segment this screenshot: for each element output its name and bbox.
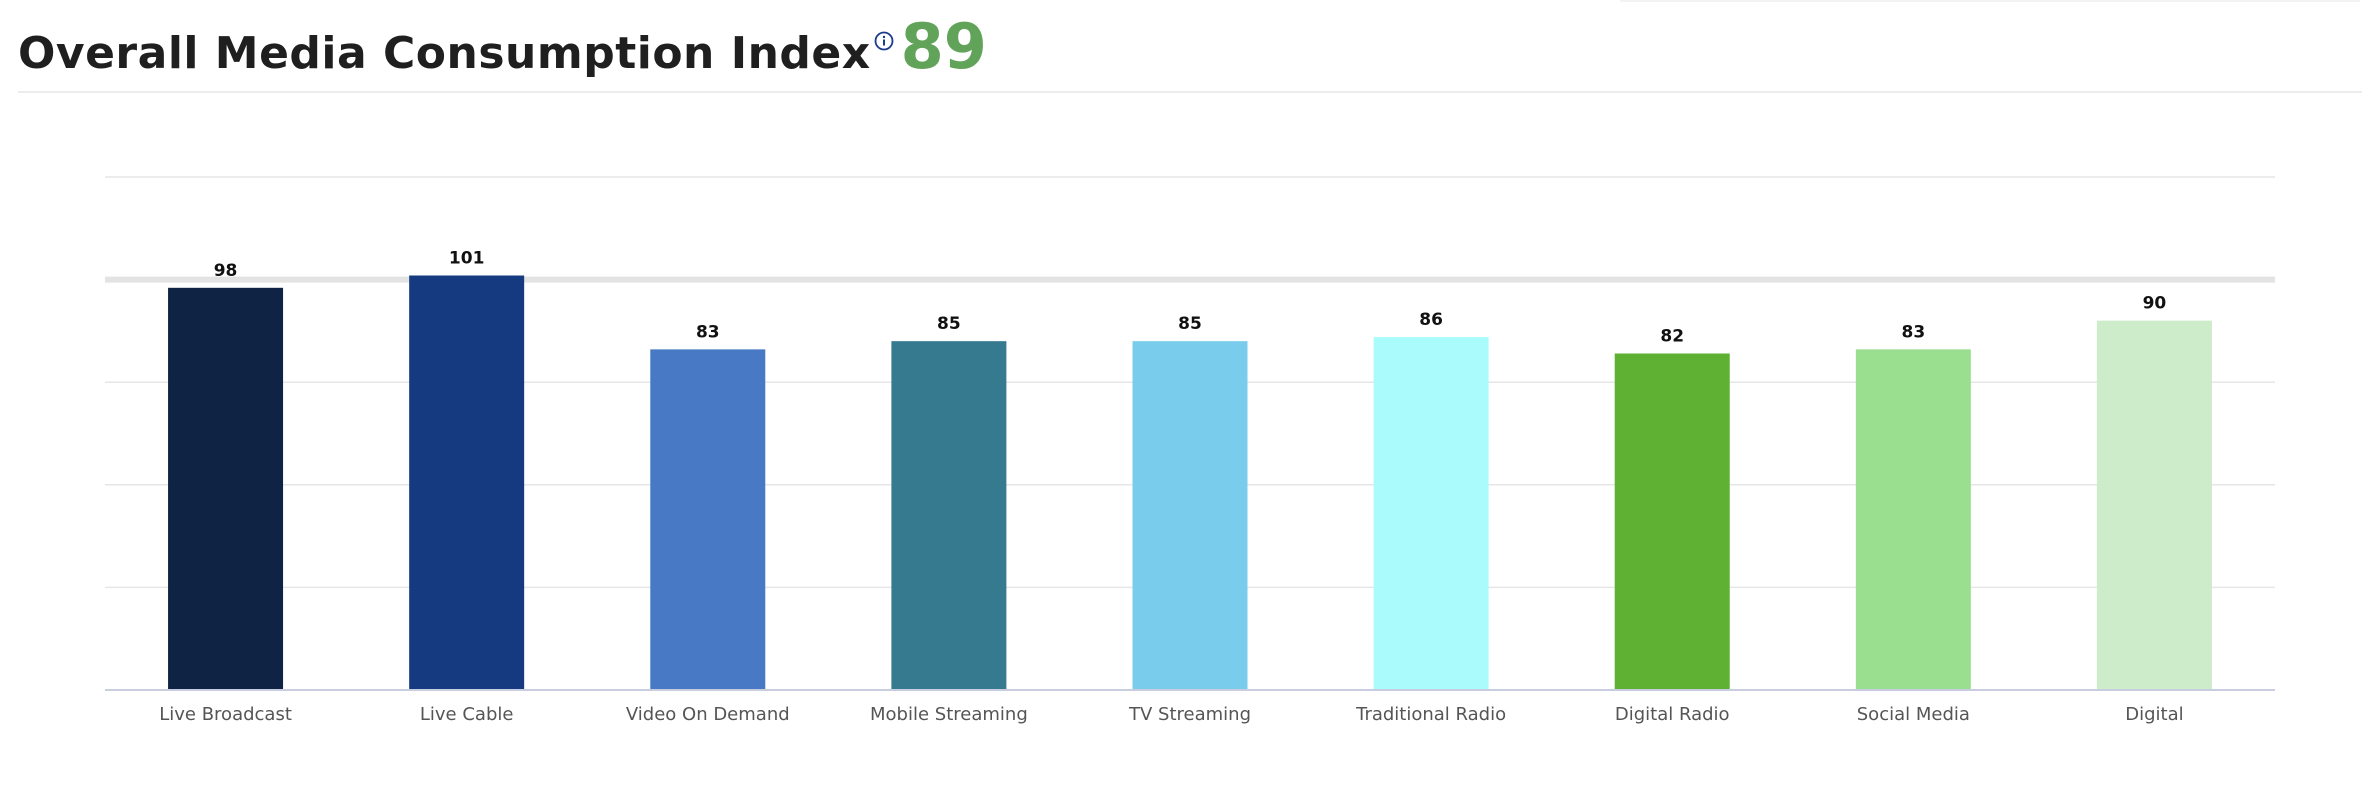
bar-value-label: 86 — [1419, 310, 1443, 330]
category-label: Live Cable — [420, 704, 514, 725]
bar — [168, 287, 284, 690]
category-label: Traditional Radio — [1355, 704, 1506, 725]
bar-value-label: 85 — [937, 314, 961, 334]
bar-value-label: 83 — [1901, 322, 1925, 342]
bar — [891, 341, 1007, 690]
bar — [1132, 341, 1248, 690]
bar — [2096, 320, 2212, 690]
category-label: Digital Radio — [1615, 704, 1730, 725]
bar-value-label: 98 — [214, 261, 238, 281]
bar-value-label: 82 — [1660, 326, 1684, 346]
info-icon[interactable] — [873, 30, 895, 52]
bar — [1855, 349, 1971, 690]
category-label: Video On Demand — [626, 704, 790, 725]
chart-title: Overall Media Consumption Index — [18, 28, 871, 79]
bar-value-label: 90 — [2143, 294, 2167, 314]
category-label: Mobile Streaming — [870, 704, 1028, 725]
bar-value-label: 85 — [1178, 314, 1202, 334]
bar-value-label: 83 — [696, 322, 720, 342]
chart-header: Overall Media Consumption Index 89 — [18, 10, 987, 82]
bar — [650, 349, 766, 690]
bar-value-label: 101 — [449, 248, 485, 268]
category-label: Digital — [2125, 704, 2183, 725]
bar — [1373, 337, 1489, 690]
bar — [409, 275, 525, 690]
category-label: Live Broadcast — [159, 704, 292, 725]
category-label: Social Media — [1857, 704, 1970, 725]
top-divider — [1620, 0, 2360, 2]
category-label: TV Streaming — [1128, 704, 1251, 725]
header-divider — [18, 91, 2362, 93]
bar — [1614, 353, 1730, 690]
overall-score: 89 — [900, 10, 987, 83]
